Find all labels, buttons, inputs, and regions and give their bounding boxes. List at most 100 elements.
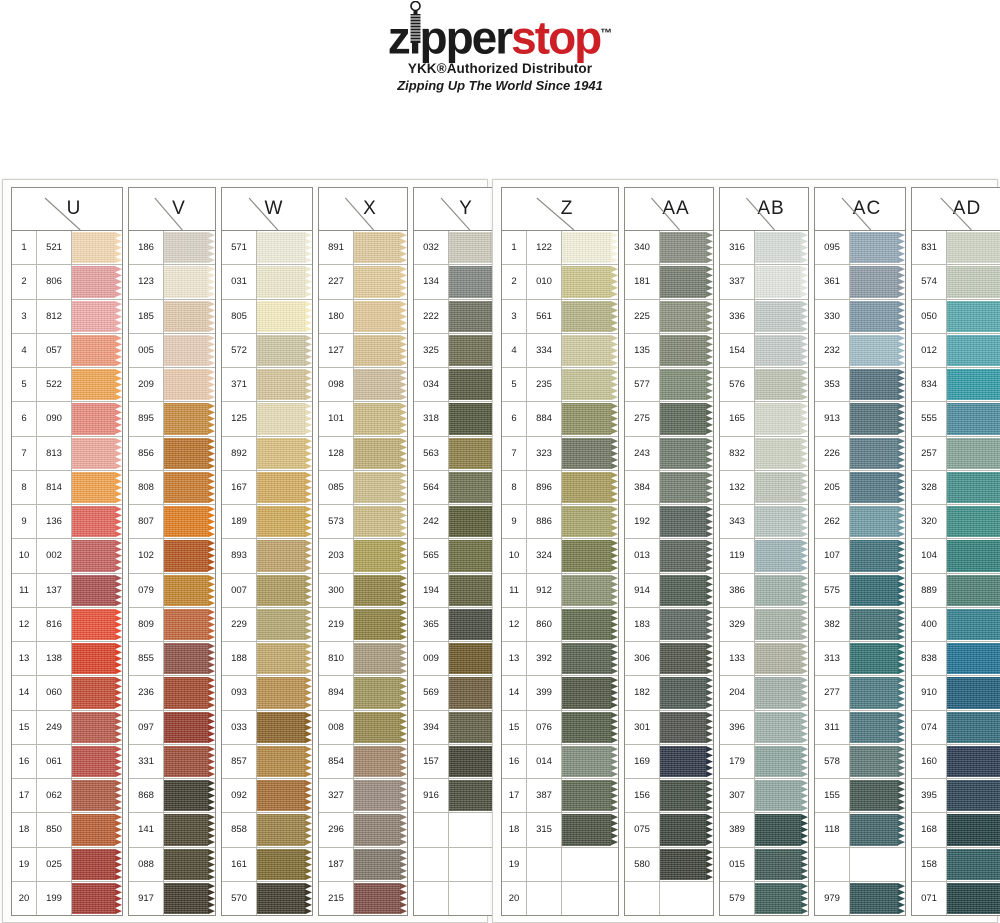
- table-row[interactable]: 20 199: [12, 881, 122, 915]
- table-row[interactable]: 395: [912, 779, 1000, 814]
- table-row[interactable]: 576: [720, 368, 808, 403]
- color-swatch-275[interactable]: [660, 402, 713, 436]
- table-row[interactable]: [414, 881, 504, 915]
- table-row[interactable]: 353: [815, 368, 905, 403]
- color-swatch-088[interactable]: [164, 847, 215, 881]
- table-row[interactable]: 236: [129, 676, 215, 711]
- table-row[interactable]: 578: [815, 744, 905, 779]
- table-row[interactable]: 343: [720, 505, 808, 540]
- table-row[interactable]: 857: [222, 744, 312, 779]
- color-swatch-570[interactable]: [257, 881, 312, 915]
- table-row[interactable]: 7 323: [502, 436, 618, 471]
- color-swatch-257[interactable]: [947, 436, 1000, 470]
- color-swatch-192[interactable]: [660, 505, 713, 539]
- color-swatch-132[interactable]: [755, 470, 808, 504]
- table-row[interactable]: 1 122: [502, 231, 618, 266]
- table-row[interactable]: 1 521: [12, 231, 122, 266]
- table-row[interactable]: 154: [720, 333, 808, 368]
- color-swatch-243[interactable]: [660, 436, 713, 470]
- table-row[interactable]: 222: [414, 299, 504, 334]
- color-swatch-323[interactable]: [562, 436, 618, 470]
- color-swatch-805[interactable]: [257, 299, 312, 333]
- table-row[interactable]: 125: [222, 402, 312, 437]
- color-swatch-328[interactable]: [947, 470, 1000, 504]
- color-swatch-578[interactable]: [850, 744, 905, 778]
- color-swatch-249[interactable]: [72, 710, 122, 744]
- table-row[interactable]: 15 249: [12, 710, 122, 745]
- table-row[interactable]: 205: [815, 470, 905, 505]
- color-swatch-008[interactable]: [354, 710, 407, 744]
- color-swatch-315[interactable]: [562, 813, 618, 847]
- table-row[interactable]: 181: [625, 265, 713, 300]
- table-row[interactable]: 167: [222, 470, 312, 505]
- table-row[interactable]: 135: [625, 333, 713, 368]
- table-row[interactable]: 092: [222, 779, 312, 814]
- table-row[interactable]: 9 136: [12, 505, 122, 540]
- table-row[interactable]: 232: [815, 333, 905, 368]
- table-row[interactable]: 107: [815, 539, 905, 574]
- table-row[interactable]: 580: [625, 847, 713, 882]
- table-row[interactable]: 160: [912, 744, 1000, 779]
- table-row[interactable]: 008: [319, 710, 407, 745]
- color-swatch-203[interactable]: [354, 539, 407, 573]
- color-swatch-205[interactable]: [850, 470, 905, 504]
- table-row[interactable]: 157: [414, 744, 504, 779]
- table-row[interactable]: 118: [815, 813, 905, 848]
- color-swatch-187[interactable]: [354, 847, 407, 881]
- table-row[interactable]: 3 812: [12, 299, 122, 334]
- table-row[interactable]: 389: [720, 813, 808, 848]
- color-swatch-062[interactable]: [72, 779, 122, 813]
- table-row[interactable]: 17 062: [12, 779, 122, 814]
- table-row[interactable]: 318: [414, 402, 504, 437]
- table-row[interactable]: [414, 813, 504, 848]
- color-swatch-125[interactable]: [257, 402, 312, 436]
- table-row[interactable]: 275: [625, 402, 713, 437]
- color-swatch-316[interactable]: [755, 231, 808, 265]
- table-row[interactable]: 569: [414, 676, 504, 711]
- table-row[interactable]: 327: [319, 779, 407, 814]
- table-row[interactable]: 13 138: [12, 642, 122, 677]
- color-swatch-330[interactable]: [850, 299, 905, 333]
- table-row[interactable]: 088: [129, 847, 215, 882]
- table-row[interactable]: 328: [912, 470, 1000, 505]
- color-swatch-158[interactable]: [947, 847, 1000, 881]
- color-swatch-012[interactable]: [947, 333, 1000, 367]
- table-row[interactable]: 185: [129, 299, 215, 334]
- color-swatch-894[interactable]: [354, 676, 407, 710]
- table-row[interactable]: 329: [720, 607, 808, 642]
- color-swatch-389[interactable]: [755, 813, 808, 847]
- table-row[interactable]: 032: [414, 231, 504, 266]
- color-swatch-186[interactable]: [164, 231, 215, 265]
- color-swatch-123[interactable]: [164, 265, 215, 299]
- color-swatch-122[interactable]: [562, 231, 618, 265]
- color-swatch-225[interactable]: [660, 299, 713, 333]
- table-row[interactable]: [815, 847, 905, 882]
- color-swatch-809[interactable]: [164, 607, 215, 641]
- table-row[interactable]: 033: [222, 710, 312, 745]
- table-row[interactable]: 831: [912, 231, 1000, 266]
- table-row[interactable]: 123: [129, 265, 215, 300]
- color-swatch-337[interactable]: [755, 265, 808, 299]
- color-swatch-336[interactable]: [755, 299, 808, 333]
- color-swatch-574[interactable]: [947, 265, 1000, 299]
- color-swatch-810[interactable]: [354, 642, 407, 676]
- table-row[interactable]: 4 334: [502, 333, 618, 368]
- table-row[interactable]: 805: [222, 299, 312, 334]
- table-row[interactable]: 168: [912, 813, 1000, 848]
- table-row[interactable]: 189: [222, 505, 312, 540]
- color-swatch-857[interactable]: [257, 744, 312, 778]
- table-row[interactable]: 570: [222, 881, 312, 915]
- table-row[interactable]: 301: [625, 710, 713, 745]
- color-swatch-182[interactable]: [660, 676, 713, 710]
- color-swatch-329[interactable]: [755, 607, 808, 641]
- color-swatch-013[interactable]: [660, 539, 713, 573]
- color-swatch-320[interactable]: [947, 505, 1000, 539]
- table-row[interactable]: 13 392: [502, 642, 618, 677]
- color-swatch-561[interactable]: [562, 299, 618, 333]
- table-row[interactable]: 009: [414, 642, 504, 677]
- color-swatch-912[interactable]: [562, 573, 618, 607]
- table-row[interactable]: [625, 881, 713, 915]
- color-swatch-917[interactable]: [164, 881, 215, 915]
- color-swatch-181[interactable]: [660, 265, 713, 299]
- table-row[interactable]: 119: [720, 539, 808, 574]
